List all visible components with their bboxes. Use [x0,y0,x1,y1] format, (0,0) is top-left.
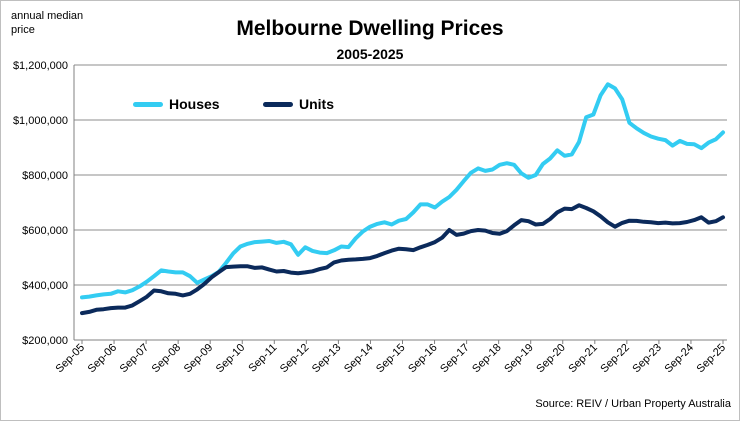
legend-label-units: Units [299,96,334,112]
y-tick-label: $200,000 [22,335,68,347]
x-tick-label: Sep-10 [214,342,248,376]
chart-title: Melbourne Dwelling Prices [236,17,504,40]
x-tick-label: Sep-14 [342,342,376,376]
x-tick-label: Sep-18 [470,342,504,376]
x-tick-label: Sep-13 [310,342,344,376]
legend-swatch-units [263,101,293,107]
x-tick-label: Sep-12 [278,342,312,376]
series-line-units [80,203,725,316]
x-tick-label: Sep-22 [598,342,632,376]
legend-item-houses: Houses [133,96,220,112]
legend-item-units: Units [263,96,334,112]
x-tick-label: Sep-06 [86,342,120,376]
x-tick-label: Sep-23 [630,342,664,376]
x-tick-label: Sep-20 [534,342,568,376]
chart-subtitle: 2005-2025 [336,46,404,62]
x-tick-label: Sep-09 [182,342,216,376]
legend-swatch-houses [133,101,163,107]
series-line-houses [80,82,725,300]
y-tick-label: $800,000 [22,170,68,182]
y-tick-label: $1,000,000 [13,115,68,127]
x-tick-label: Sep-15 [374,342,408,376]
legend-label-houses: Houses [169,96,220,112]
x-tick-label: Sep-08 [150,342,184,376]
x-tick-label: Sep-24 [662,342,696,376]
y-tick-label: $1,200,000 [13,60,68,72]
x-tick-label: Sep-17 [438,342,472,376]
x-tick-label: Sep-25 [695,342,729,376]
y-tick-label: $400,000 [22,280,68,292]
y-tick-label: $600,000 [22,225,68,237]
x-tick-label: Sep-19 [502,342,536,376]
source-note: Source: REIV / Urban Property Australia [535,398,731,410]
x-tick-label: Sep-11 [246,342,279,375]
x-tick-label: Sep-21 [566,342,600,376]
x-tick-label: Sep-07 [118,342,152,376]
y-axis-label: annual median price [11,10,84,36]
x-tick-label: Sep-16 [406,342,440,376]
